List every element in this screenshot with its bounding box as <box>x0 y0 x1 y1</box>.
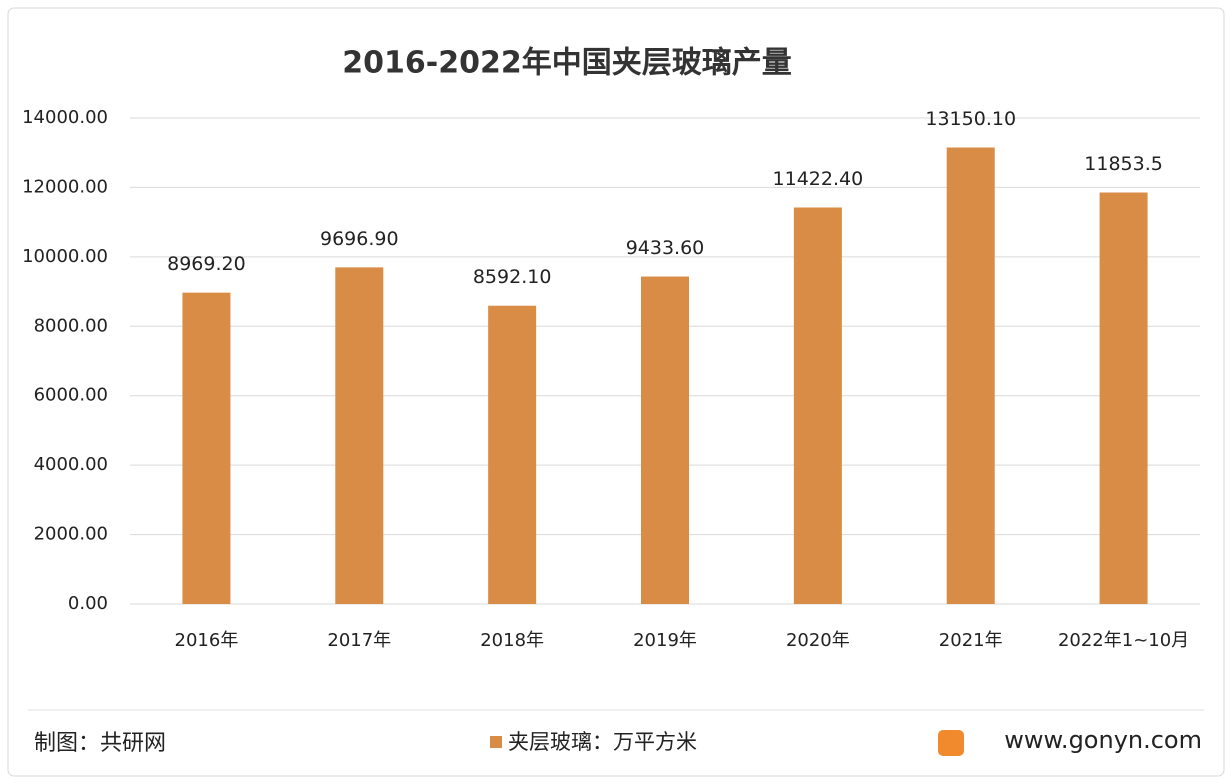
legend-label: 夹层玻璃：万平方米 <box>508 730 697 754</box>
bar <box>335 267 384 604</box>
data-label: 13150.10 <box>925 108 1016 130</box>
chart-title: 2016-2022年中国夹层玻璃产量 <box>342 46 791 81</box>
y-tick-label: 8000.00 <box>34 315 108 336</box>
data-label: 9433.60 <box>626 237 705 259</box>
y-tick-label: 4000.00 <box>34 454 108 475</box>
chart-border <box>7 7 1225 777</box>
data-label: 8592.10 <box>473 266 552 288</box>
y-tick-label: 12000.00 <box>22 176 108 197</box>
x-tick-label: 2019年 <box>633 630 697 651</box>
data-label: 11422.40 <box>773 168 864 190</box>
data-label: 11853.5 <box>1084 153 1163 175</box>
bar <box>488 305 537 604</box>
data-label: 9696.90 <box>320 228 399 250</box>
bar <box>946 147 995 605</box>
data-label: 8969.20 <box>167 253 246 275</box>
source: 制图：共研网 <box>34 731 166 756</box>
x-tick-label: 2022年1~10月 <box>1058 630 1189 651</box>
legend-swatch <box>490 736 502 748</box>
logo <box>938 730 964 756</box>
bar <box>641 276 689 604</box>
bar <box>1099 192 1148 604</box>
bar <box>793 207 842 604</box>
bar <box>182 292 231 604</box>
y-tick-label: 0.00 <box>68 593 108 614</box>
x-tick-label: 2016年 <box>175 630 239 651</box>
x-tick-label: 2018年 <box>480 630 544 651</box>
x-tick-label: 2017年 <box>327 630 391 651</box>
y-tick-label: 14000.00 <box>22 107 108 128</box>
y-tick-label: 2000.00 <box>34 524 108 545</box>
y-tick-label: 6000.00 <box>34 385 108 406</box>
x-tick-label: 2020年 <box>786 630 850 651</box>
x-tick-label: 2021年 <box>939 630 1003 651</box>
y-tick-label: 10000.00 <box>22 246 108 267</box>
website: www.gonyn.com <box>1004 726 1202 754</box>
